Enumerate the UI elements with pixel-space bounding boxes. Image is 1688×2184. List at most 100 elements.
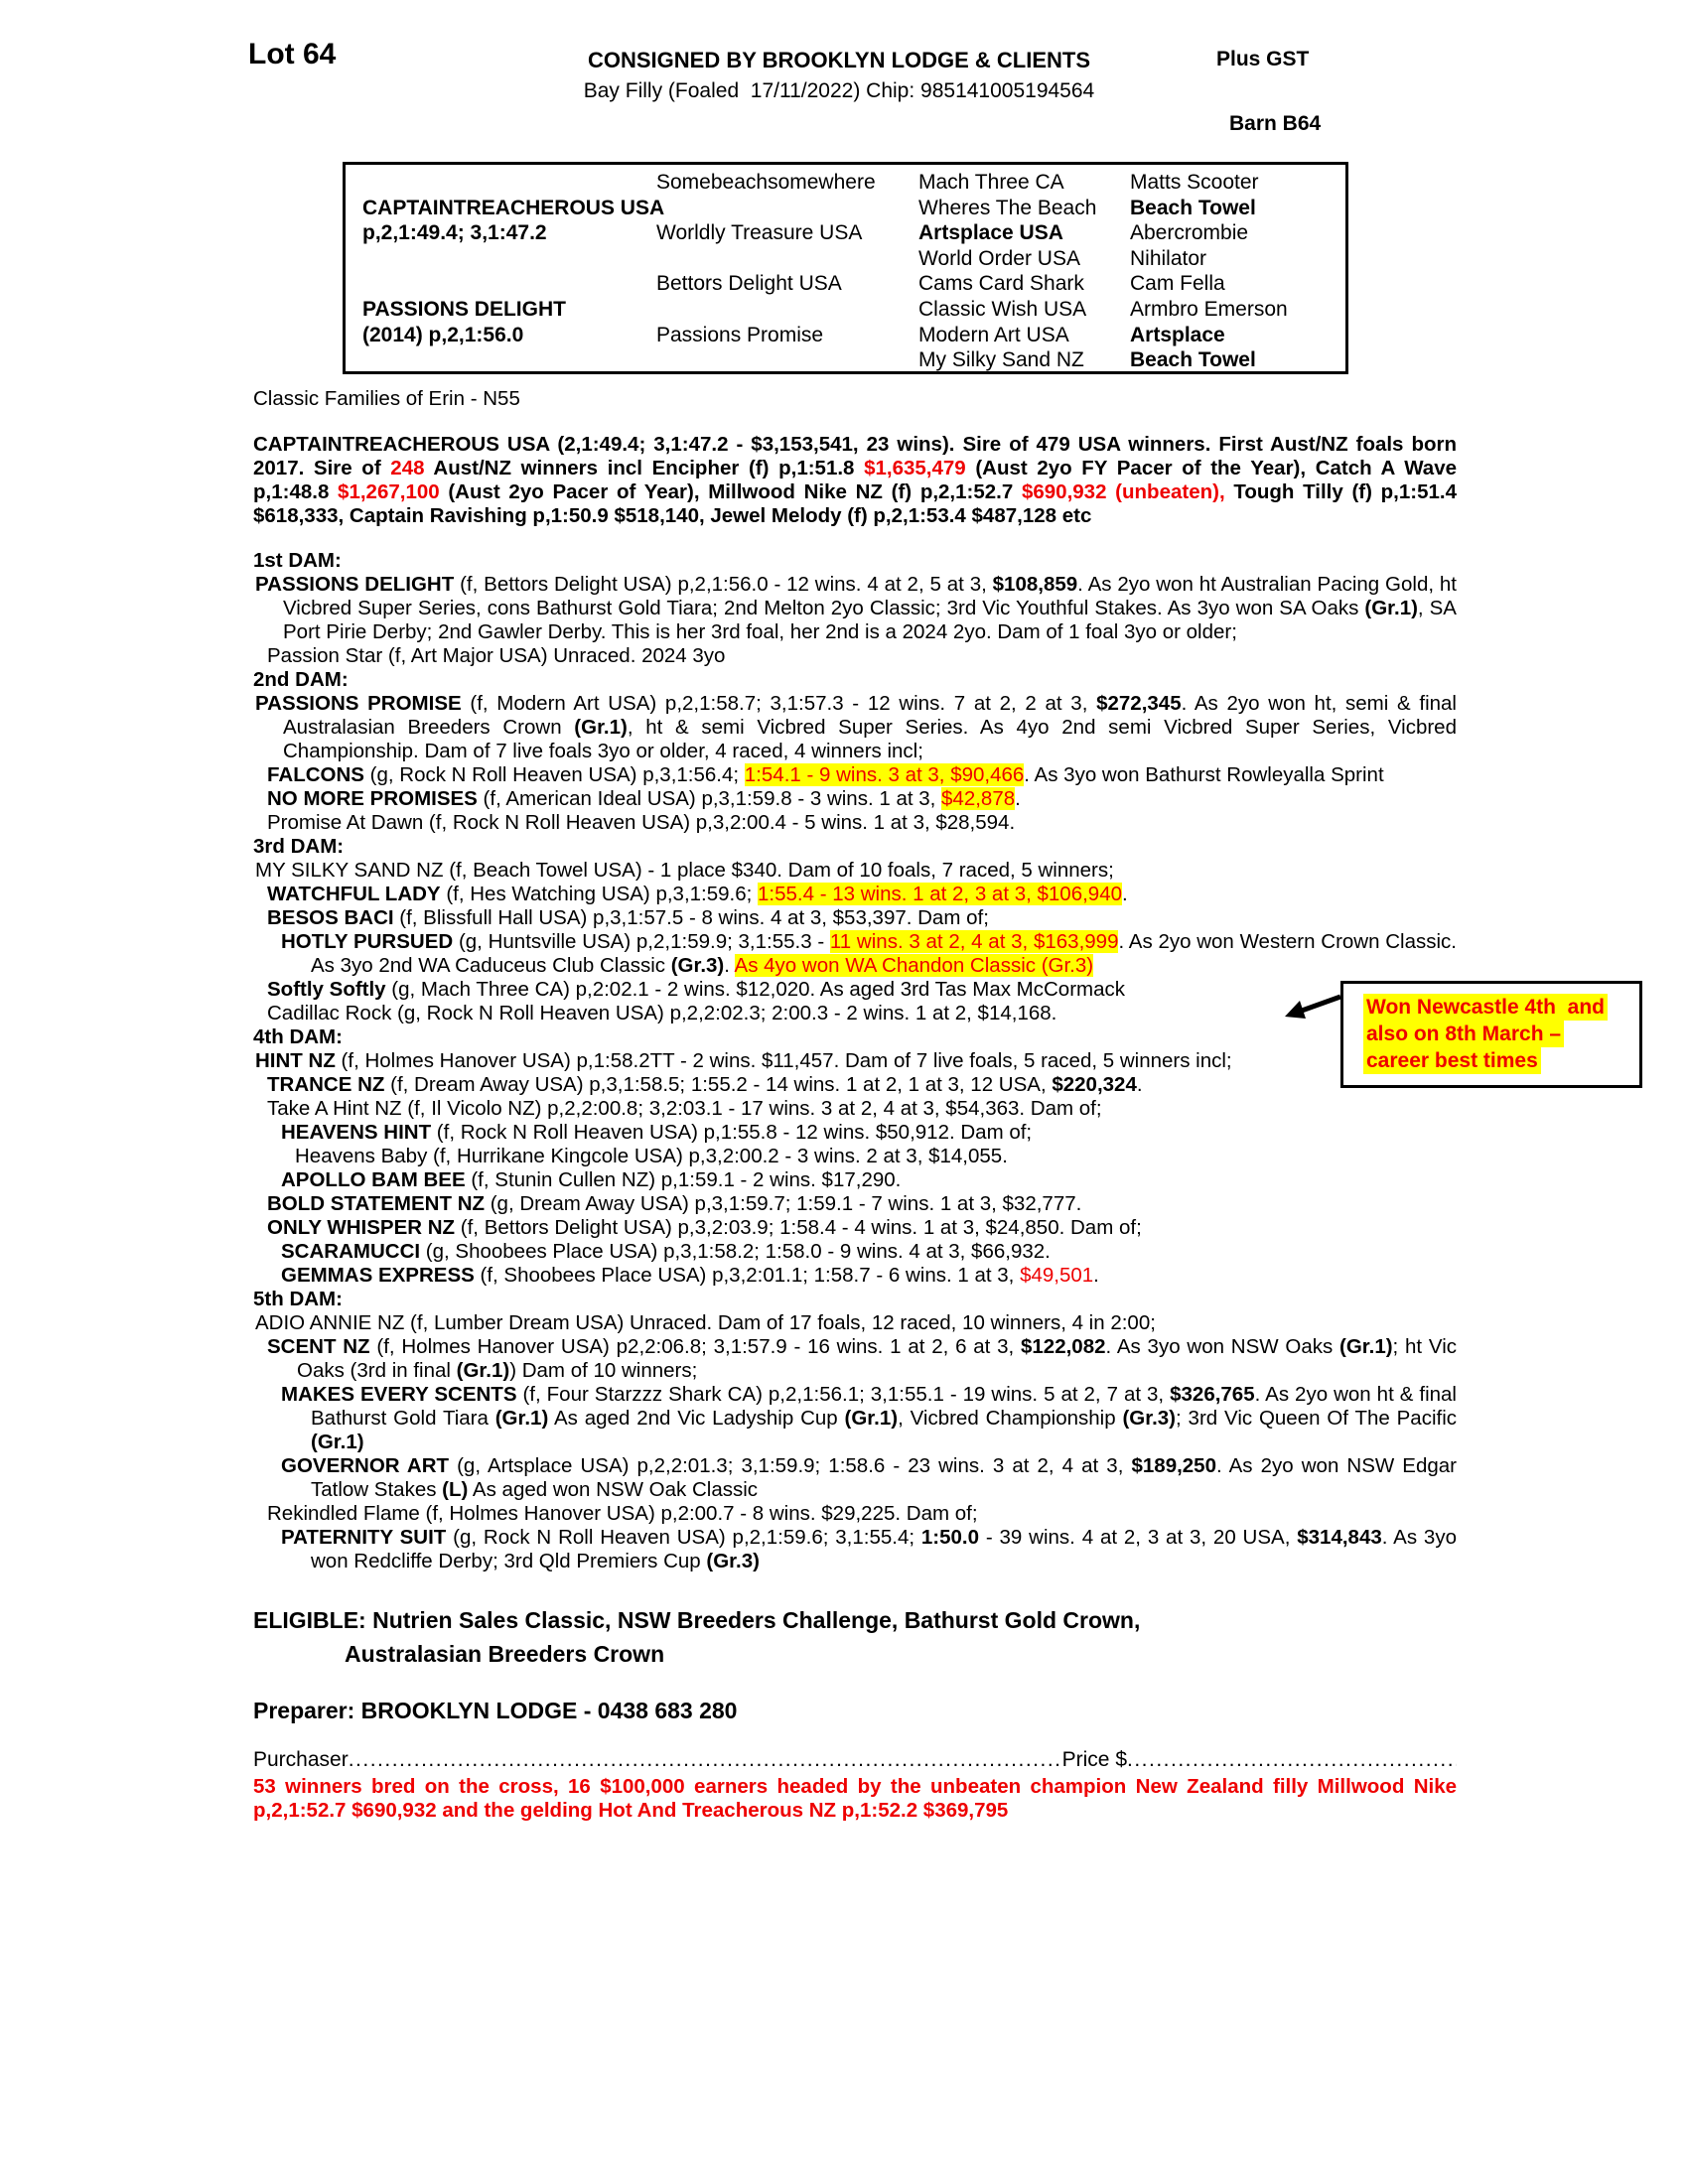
horse-entry: APOLLO BAM BEE (f, Stunin Cullen NZ) p,1…: [253, 1168, 1457, 1192]
horse-entry: HOTLY PURSUED (g, Huntsville USA) p,2,1:…: [253, 930, 1457, 978]
purchaser-label: Purchaser: [253, 1748, 349, 1771]
barn-number: Barn B64: [1229, 112, 1322, 135]
dam-sections: 1st DAM: PASSIONS DELIGHT (f, Bettors Del…: [253, 549, 1457, 1573]
text-segment: (Gr.1): [1339, 1335, 1393, 1358]
text-segment: .: [1093, 1264, 1099, 1287]
text-segment: ; ht Vic Oaks (3rd in final: [297, 1335, 1458, 1382]
text-segment: (f, Blissfull Hall USA) p,3,1:57.5 - 8 w…: [393, 906, 989, 929]
pedigree-cell: Somebeachsomewhere: [656, 171, 876, 194]
text-segment: (f, Dream Away USA) p,3,1:58.5; 1:55.2 -…: [384, 1073, 1053, 1096]
pedigree-cell: [362, 246, 656, 272]
horse-entry: ONLY WHISPER NZ (f, Bettors Delight USA)…: [253, 1216, 1457, 1240]
dam-heading: 4th DAM:: [253, 1025, 343, 1048]
text-segment: (f, Holmes Hanover USA) p,1:58.2TT - 2 w…: [335, 1049, 1232, 1072]
text-segment: (g, Rock N Roll Heaven USA) p,3,1:56.4;: [363, 763, 745, 786]
text-segment: (f, Bettors Delight USA) p,2,1:56.0 - 12…: [454, 573, 993, 596]
text-segment: .: [1015, 787, 1021, 810]
horse-entry: MAKES EVERY SCENTS (f, Four Starzzz Shar…: [253, 1383, 1457, 1454]
text-segment: .: [724, 954, 735, 977]
text-segment: Softly Softly: [267, 978, 386, 1001]
text-segment: (f, Shoobees Place USA) p,3,2:01.1; 1:58…: [474, 1264, 1021, 1287]
text-segment: BOLD STATEMENT NZ: [267, 1192, 486, 1215]
pedigree-cell: CAPTAINTREACHEROUS USA: [362, 196, 665, 219]
pedigree-cell: World Order USA: [918, 246, 1080, 270]
pedigree-cell: Beach Towel: [1130, 348, 1256, 372]
pedigree-cell: [362, 170, 656, 196]
text-segment: Tough Tilly (f) p,1:51.4 $618,333, Capta…: [253, 480, 1457, 527]
text-segment: (f, Four Starzzz Shark CA) p,2,1:56.1; 3…: [516, 1383, 1171, 1406]
horse-entry: PASSIONS DELIGHT (f, Bettors Delight USA…: [253, 573, 1457, 644]
text-segment: (g, Huntsville USA) p,2,1:59.9; 3,1:55.3…: [453, 930, 830, 953]
consignor-line: CONSIGNED BY BROOKLYN LODGE & CLIENTS: [587, 48, 1091, 72]
text-segment: (Gr.1): [456, 1359, 510, 1382]
text-segment: . As 3yo won Redcliffe Derby; 3rd Qld Pr…: [311, 1526, 1457, 1572]
pedigree-cell: [656, 347, 918, 373]
horse-entry: WATCHFUL LADY (f, Hes Watching USA) p,3,…: [253, 883, 1457, 906]
text-segment: $42,878: [941, 787, 1016, 810]
text-segment: (Gr.1): [311, 1431, 364, 1453]
horse-entry: SCARAMUCCI (g, Shoobees Place USA) p,3,1…: [253, 1240, 1457, 1264]
text-segment: .: [1136, 1073, 1143, 1096]
horse-entry: MY SILKY SAND NZ (f, Beach Towel USA) - …: [253, 859, 1457, 883]
pedigree-cell: [656, 297, 918, 323]
horse-entry: Softly Softly (g, Mach Three CA) p,2:02.…: [253, 978, 1457, 1002]
text-segment: $690,932 (unbeaten),: [1021, 480, 1225, 503]
text-segment: , ht & semi Vicbred Super Series. As 4yo…: [283, 716, 1457, 762]
text-segment: (f, Hes Watching USA) p,3,1:59.6;: [440, 883, 759, 905]
text-segment: ADIO ANNIE NZ (f, Lumber Dream USA) Unra…: [255, 1311, 1156, 1334]
text-segment: $108,859: [992, 573, 1078, 596]
eligible-line-2: Australasian Breeders Crown: [345, 1641, 665, 1667]
text-segment: CAPTAINTREACHEROUS USA (2,1:49.4; 3,1:47…: [253, 433, 1457, 479]
text-segment: ) Dam of 10 winners;: [509, 1359, 698, 1382]
text-segment: PASSIONS PROMISE: [255, 692, 462, 715]
pedigree-cell: PASSIONS DELIGHT: [362, 297, 566, 321]
plus-gst-label: Plus GST: [1216, 48, 1310, 70]
text-segment: 11 wins. 3 at 2, 4 at 3, $163,999: [829, 930, 1119, 953]
horse-entry: Cadillac Rock (g, Rock N Roll Heaven USA…: [253, 1002, 1457, 1025]
text-segment: (Gr.1): [574, 716, 628, 739]
text-segment: PASSIONS DELIGHT: [255, 573, 455, 596]
text-segment: HEAVENS HINT: [281, 1121, 432, 1144]
pedigree-cell: (2014) p,2,1:56.0: [362, 323, 524, 346]
text-segment: (Gr.3): [1122, 1407, 1177, 1430]
horse-entry: FALCONS (g, Rock N Roll Heaven USA) p,3,…: [253, 763, 1457, 787]
text-segment: (Gr.1): [844, 1407, 899, 1430]
text-segment: HINT NZ: [255, 1049, 336, 1072]
horse-entry: PASSIONS PROMISE (f, Modern Art USA) p,2…: [253, 692, 1457, 763]
horse-entry: Passion Star (f, Art Major USA) Unraced.…: [253, 644, 1457, 668]
horse-entry: NO MORE PROMISES (f, American Ideal USA)…: [253, 787, 1457, 811]
pedigree-cell: Mach Three CA: [918, 171, 1064, 194]
text-segment: $1,635,479: [864, 457, 966, 479]
text-segment: 1:54.1 - 9 wins. 3 at 3, $90,466: [744, 763, 1025, 786]
text-segment: MAKES EVERY SCENTS: [281, 1383, 517, 1406]
text-segment: . As 3yo won NSW Oaks: [1105, 1335, 1339, 1358]
dam-heading: 1st DAM:: [253, 549, 342, 572]
pedigree-cell: Abercrombie: [1130, 221, 1249, 245]
text-segment: GOVERNOR ART: [281, 1454, 450, 1477]
text-segment: $122,082: [1021, 1335, 1106, 1358]
horse-entry: PATERNITY SUIT (g, Rock N Roll Heaven US…: [253, 1526, 1457, 1573]
text-segment: 248: [390, 457, 425, 479]
text-segment: $314,843: [1297, 1526, 1382, 1549]
pedigree-cell: [362, 347, 656, 373]
text-segment: As aged 2nd Vic Ladyship Cup: [548, 1407, 845, 1430]
pedigree-table: Somebeachsomewhere Mach Three CA Matts Sco…: [343, 162, 1348, 374]
text-segment: (f, American Ideal USA) p,3,1:59.8 - 3 w…: [477, 787, 942, 810]
text-segment: (g, Dream Away USA) p,3,1:59.7; 1:59.1 -…: [485, 1192, 1082, 1215]
text-segment: PATERNITY SUIT: [281, 1526, 447, 1549]
pedigree-cell: Classic Wish USA: [918, 297, 1087, 321]
pedigree-cell: [656, 196, 918, 221]
text-segment: ONLY WHISPER NZ: [267, 1216, 456, 1239]
pedigree-cell: Armbro Emerson: [1130, 297, 1288, 321]
horse-entry: Heavens Baby (f, Hurrikane Kingcole USA)…: [253, 1145, 1457, 1168]
eligible-line-1: ELIGIBLE: Nutrien Sales Classic, NSW Bre…: [253, 1607, 1141, 1633]
purchaser-dotted-blank: ........................................…: [348, 1748, 1062, 1771]
text-segment: ; 3rd Vic Queen Of The Pacific: [1176, 1407, 1457, 1430]
horse-entry: TRANCE NZ (f, Dream Away USA) p,3,1:58.5…: [253, 1073, 1457, 1097]
text-segment: FALCONS: [267, 763, 364, 786]
text-segment: (f, Bettors Delight USA) p,3,2:03.9; 1:5…: [455, 1216, 1142, 1239]
text-segment: (g, Mach Three CA) p,2:02.1 - 2 wins. $1…: [385, 978, 1126, 1001]
pedigree-cell: Modern Art USA: [918, 323, 1069, 346]
text-segment: (g, Shoobees Place USA) p,3,1:58.2; 1:58…: [420, 1240, 1051, 1263]
